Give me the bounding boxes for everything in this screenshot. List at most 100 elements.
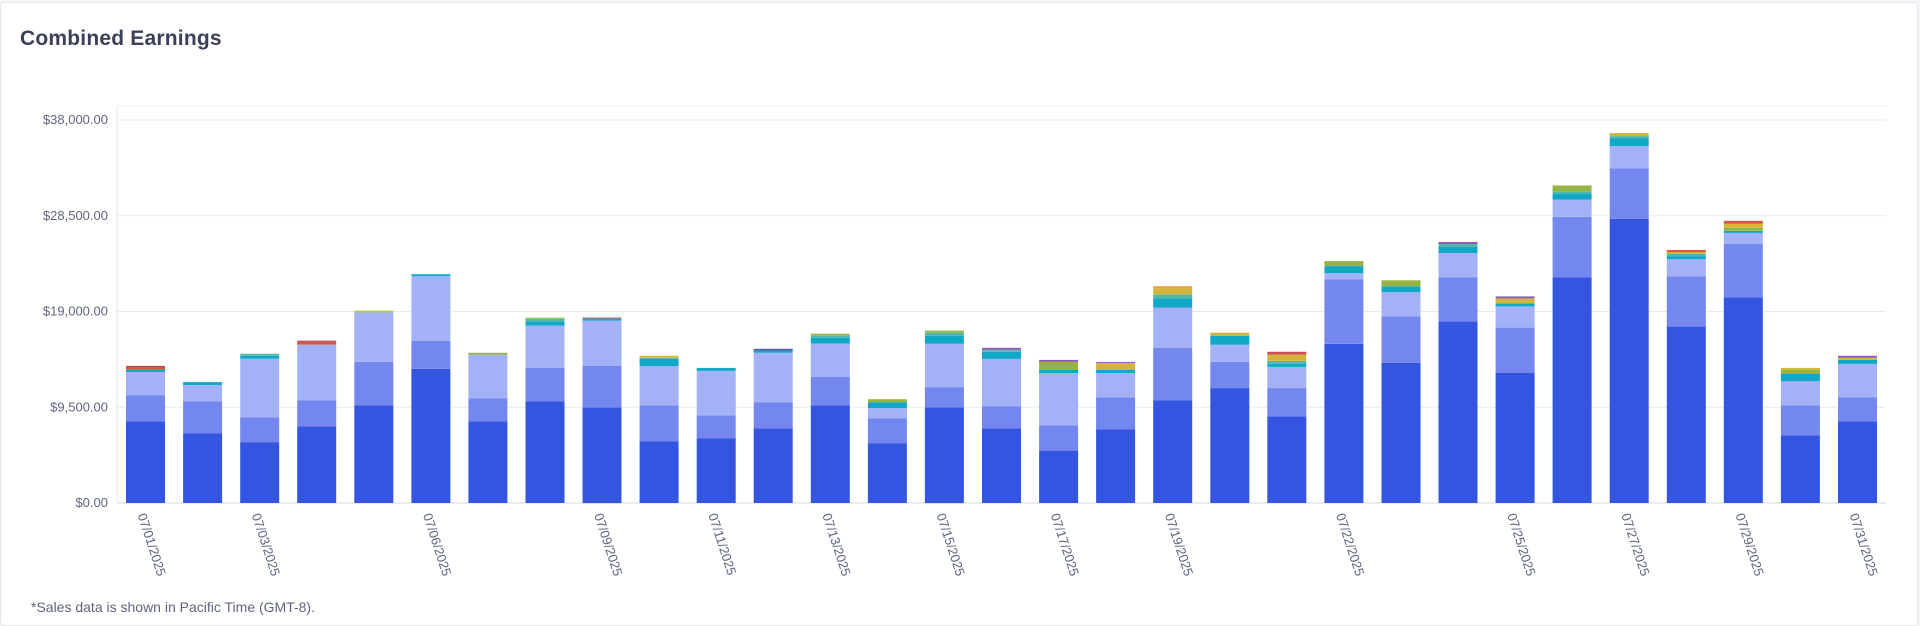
bar-segment xyxy=(1267,354,1307,361)
bar-segment xyxy=(1267,388,1307,417)
bar-segment xyxy=(867,399,907,403)
bar-segment xyxy=(1039,359,1079,362)
bar-segment xyxy=(1838,357,1877,360)
bar-segment xyxy=(297,426,337,503)
bar-segment xyxy=(525,325,565,368)
bar-segment xyxy=(924,335,964,344)
bar-segment xyxy=(1267,360,1307,364)
bar-segment xyxy=(1495,298,1535,304)
bar-segment xyxy=(525,317,565,319)
bar-segment xyxy=(1666,254,1706,256)
bar-segment xyxy=(126,370,165,372)
bar-segment xyxy=(1552,277,1592,503)
bar-segment xyxy=(1609,133,1649,137)
bar-segment xyxy=(1838,355,1877,358)
bar-segment xyxy=(810,377,850,406)
bar-segment xyxy=(1096,370,1136,373)
bar-segment xyxy=(1210,388,1250,503)
bar-segment xyxy=(525,367,565,402)
bar-segment xyxy=(1324,343,1364,503)
bar-segment xyxy=(354,361,394,406)
bar-segment xyxy=(411,276,451,341)
bar-segment xyxy=(1552,216,1592,278)
bar-segment xyxy=(1381,362,1421,503)
bar-segment xyxy=(183,401,223,434)
bar-segment xyxy=(1666,326,1706,503)
bar-segment xyxy=(1780,381,1820,406)
bar-segment xyxy=(639,441,679,503)
bar-segment xyxy=(1438,247,1478,253)
bar-segment xyxy=(582,318,622,321)
bar-segment xyxy=(126,421,165,503)
bar-segment xyxy=(696,367,736,371)
x-tick-label: 07/15/2025 xyxy=(934,511,968,578)
bar-segment xyxy=(1210,335,1250,345)
bar-segment xyxy=(1552,185,1592,192)
bar-segment xyxy=(1495,373,1535,503)
y-tick-label: $19,000.00 xyxy=(43,304,108,319)
bar-segment xyxy=(1267,366,1307,389)
bar-segment xyxy=(1495,306,1535,328)
earnings-bar-chart: $0.00 $9,500.00 $19,000.00 $28,500.00 $38,00… xyxy=(43,105,1886,578)
bar-segment xyxy=(1780,367,1820,370)
bar-segment xyxy=(297,340,337,342)
bar-segment xyxy=(924,387,964,408)
bar-segment xyxy=(1838,397,1877,422)
bar-segment xyxy=(126,395,165,422)
bar-segment xyxy=(183,382,223,386)
bar-segment xyxy=(1438,253,1478,278)
bar-segment xyxy=(468,421,508,503)
y-tick-label: $38,000.00 xyxy=(43,112,108,127)
bar-segment xyxy=(1324,279,1364,344)
bar-segment xyxy=(1838,359,1877,364)
bar-segment xyxy=(1723,230,1763,233)
bar-segment xyxy=(639,365,679,406)
bar-segment xyxy=(1438,321,1478,503)
bar-segment xyxy=(1438,244,1478,247)
bar-segment xyxy=(411,340,451,369)
bar-segment xyxy=(1495,303,1535,307)
bar-segment xyxy=(525,321,565,326)
bar-segment xyxy=(582,407,622,504)
bar-segment xyxy=(924,330,964,333)
bar-segment xyxy=(639,405,679,442)
bar-segment xyxy=(1723,223,1763,228)
bar-segment xyxy=(1267,352,1307,355)
y-tick-label: $0.00 xyxy=(75,495,108,510)
bar-segment xyxy=(126,365,165,367)
bar-segment xyxy=(1153,288,1193,295)
bar-segment xyxy=(1039,373,1079,426)
bar-segment xyxy=(1609,136,1649,139)
bar-segment xyxy=(753,428,793,503)
x-tick-label: 07/09/2025 xyxy=(591,511,625,578)
bar-segment xyxy=(297,341,337,345)
bar-segment xyxy=(183,433,223,503)
bar-segment xyxy=(354,310,394,313)
bar-segment xyxy=(1838,421,1877,503)
bar-segment xyxy=(1153,286,1193,289)
bar-segment xyxy=(1153,347,1193,401)
bar-segment xyxy=(753,348,793,351)
bar-segment xyxy=(1609,218,1649,504)
bar-segment xyxy=(810,335,850,338)
bar-segment xyxy=(1609,168,1649,219)
bar-segment xyxy=(1153,298,1193,308)
bar-segment xyxy=(1210,332,1250,336)
bar-segment xyxy=(982,406,1021,429)
bar-segment xyxy=(1838,363,1877,398)
bar-segment xyxy=(1096,373,1136,398)
x-tick-label: 07/03/2025 xyxy=(249,511,283,578)
bar-segment xyxy=(525,318,565,322)
bar-segment xyxy=(867,443,907,503)
x-tick-label: 07/29/2025 xyxy=(1732,511,1766,578)
bar-segment xyxy=(1096,397,1136,430)
bar-segment xyxy=(1552,199,1592,217)
bar-segment xyxy=(468,352,508,355)
bar-segment xyxy=(924,407,964,504)
bar-segment xyxy=(1552,193,1592,200)
bar-segment xyxy=(1723,220,1763,224)
bar-segment xyxy=(1609,138,1649,147)
bar-segment xyxy=(982,349,1021,352)
bar-segment xyxy=(411,274,451,277)
x-tick-label: 07/22/2025 xyxy=(1333,511,1367,578)
